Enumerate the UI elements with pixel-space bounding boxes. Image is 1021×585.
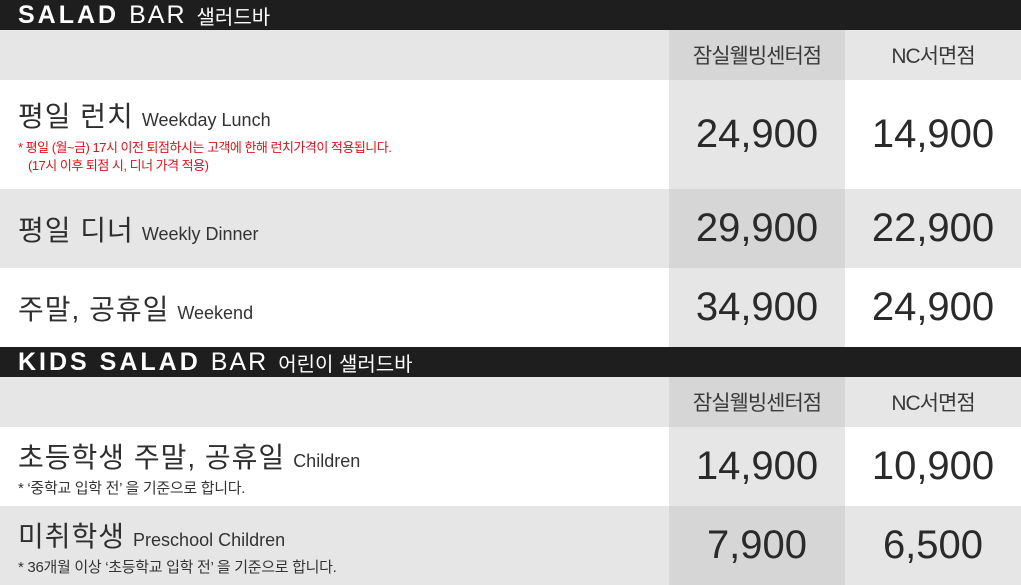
price-jamsil: 24,900 (669, 80, 845, 189)
price-jamsil: 14,900 (669, 427, 845, 506)
price-nc: 22,900 (871, 206, 995, 250)
row-title-korean: 주말, 공휴일 (18, 293, 170, 325)
row-label: 평일 런치 Weekday Lunch * 평일 (월~금) 17시 이전 퇴점… (18, 80, 392, 189)
price-row-weekday-dinner: 평일 디너 Weekly Dinner 29,900 22,900 (0, 189, 1021, 268)
kids-title-bold: KIDS SALAD (18, 347, 201, 376)
column-jamsil: 잠실웰빙센터점 (669, 377, 845, 427)
row-title-english: Weekend (177, 302, 254, 323)
price-nc: 6,500 (882, 523, 984, 567)
salad-bar-column-header: 잠실웰빙센터점 NC서면점 (0, 30, 1021, 80)
price-jamsil: 34,900 (669, 268, 845, 347)
row-title-english: Weekly Dinner (141, 223, 259, 244)
row-title-english: Preschool Children (133, 529, 286, 550)
row-title-korean: 미취학생 (18, 520, 126, 552)
row-title-english: Children (293, 450, 361, 471)
lunch-note-line1: * 평일 (월~금) 17시 이전 퇴점하시는 고객에 한해 런치가격이 적용됩… (18, 139, 392, 155)
preschool-note: * 36개월 이상 ‘초등학교 입학 전’ 을 기준으로 합니다. (18, 558, 337, 576)
price-jamsil: 29,900 (669, 189, 845, 268)
row-label: 미취학생 Preschool Children * 36개월 이상 ‘초등학교 … (18, 506, 337, 585)
kids-column-header: 잠실웰빙센터점 NC서면점 (0, 377, 1021, 427)
price-row-preschool: 미취학생 Preschool Children * 36개월 이상 ‘초등학교 … (0, 506, 1021, 585)
price-row-weekday-lunch: 평일 런치 Weekday Lunch * 평일 (월~금) 17시 이전 퇴점… (0, 80, 1021, 189)
row-title-korean: 평일 런치 (18, 100, 134, 132)
salad-bar-title-korean: 샐러드바 (196, 6, 271, 29)
column-nc: NC서면점 (891, 392, 975, 415)
column-nc: NC서면점 (891, 45, 975, 68)
column-jamsil: 잠실웰빙센터점 (669, 30, 845, 80)
price-jamsil: 7,900 (669, 506, 845, 585)
salad-bar-header: SALAD BAR 샐러드바 (0, 0, 1021, 30)
kids-title-light: BAR (210, 347, 269, 376)
row-title-english: Weekday Lunch (141, 109, 271, 130)
row-label: 초등학생 주말, 공휴일 Children * ‘중학교 입학 전’ 을 기준으… (18, 427, 360, 506)
row-label: 주말, 공휴일 Weekend (18, 268, 253, 347)
kids-salad-bar-header: KIDS SALAD BAR 어린이 샐러드바 (0, 347, 1021, 377)
row-title-korean: 초등학생 주말, 공휴일 (18, 441, 286, 473)
row-label: 평일 디너 Weekly Dinner (18, 189, 259, 268)
salad-bar-title-light: BAR (129, 0, 187, 29)
price-nc: 14,900 (871, 112, 995, 156)
price-row-children: 초등학생 주말, 공휴일 Children * ‘중학교 입학 전’ 을 기준으… (0, 427, 1021, 506)
price-nc: 24,900 (871, 285, 995, 329)
lunch-note-line2: (17시 이후 퇴점 시, 디너 가격 적용) (28, 157, 209, 173)
kids-title-korean: 어린이 샐러드바 (278, 353, 413, 376)
price-row-weekend: 주말, 공휴일 Weekend 34,900 24,900 (0, 268, 1021, 347)
price-nc: 10,900 (871, 444, 995, 488)
salad-bar-title-bold: SALAD (18, 0, 120, 29)
children-note: * ‘중학교 입학 전’ 을 기준으로 합니다. (18, 479, 246, 497)
row-title-korean: 평일 디너 (18, 214, 134, 246)
